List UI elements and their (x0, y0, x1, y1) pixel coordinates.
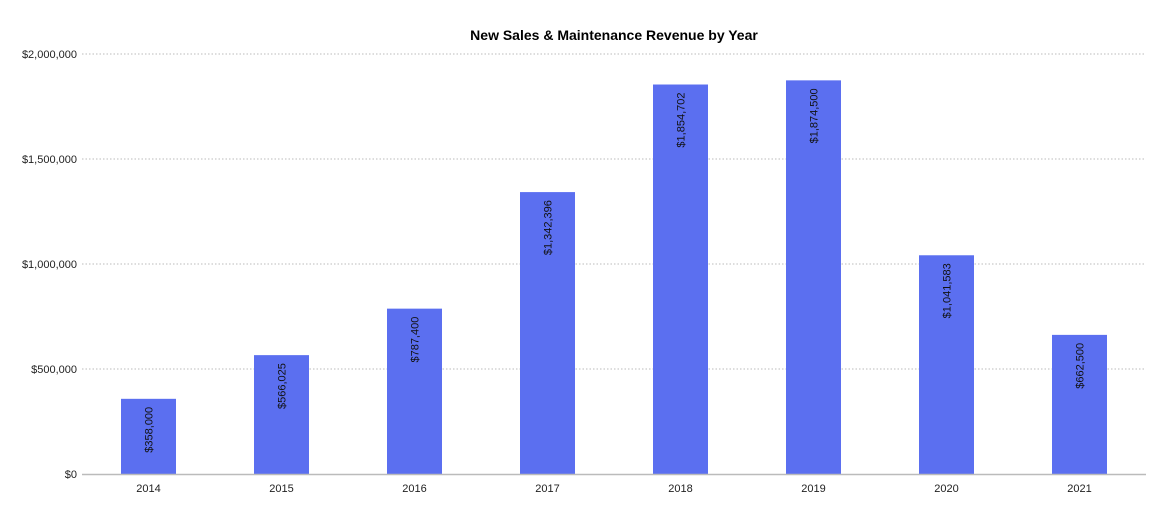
bar-2015 (254, 355, 309, 474)
bar-2018 (653, 84, 708, 475)
y-tick-label: $500,000 (31, 364, 77, 376)
x-tick-label: 2014 (136, 483, 160, 495)
data-label: $1,874,500 (809, 88, 821, 143)
bar-2019 (786, 80, 841, 474)
y-tick-label: $2,000,000 (22, 49, 77, 61)
x-tick-label: 2018 (668, 483, 692, 495)
x-tick-label: 2020 (934, 483, 958, 495)
data-label: $1,041,583 (942, 263, 954, 318)
y-tick-label: $1,000,000 (22, 259, 77, 271)
data-label: $566,025 (277, 363, 289, 409)
data-label: $1,342,396 (543, 200, 555, 255)
bar-2020 (919, 255, 974, 474)
data-label: $787,400 (410, 317, 422, 363)
x-tick-label: 2017 (535, 483, 559, 495)
bar-2014 (121, 398, 176, 474)
x-tick-label: 2021 (1067, 483, 1091, 495)
x-tick-label: 2016 (402, 483, 426, 495)
bar-2017 (520, 192, 575, 474)
x-tick-label: 2015 (269, 483, 293, 495)
y-tick-label: $0 (65, 469, 77, 481)
chart-title: New Sales & Maintenance Revenue by Year (470, 27, 758, 43)
data-label: $358,000 (144, 407, 156, 453)
y-tick-label: $1,500,000 (22, 154, 77, 166)
bar-2016 (387, 308, 442, 474)
data-label: $662,500 (1075, 343, 1087, 389)
data-label: $1,854,702 (676, 93, 688, 148)
x-tick-label: 2019 (801, 483, 825, 495)
bar-2021 (1052, 334, 1107, 474)
